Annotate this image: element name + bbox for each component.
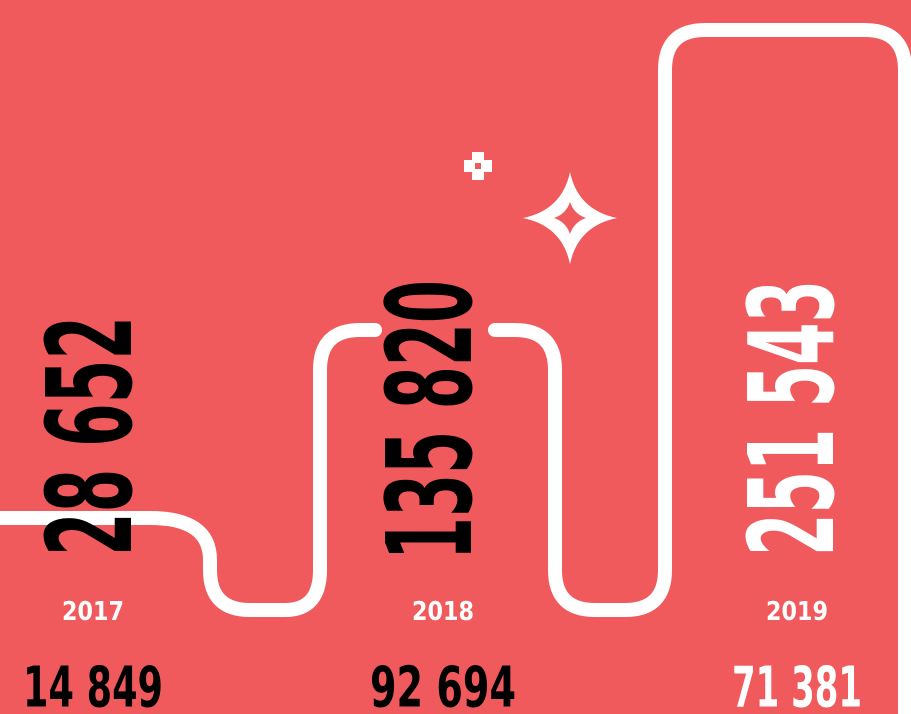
sparkle-small (464, 152, 492, 180)
year-label: 2018 (412, 597, 474, 627)
year-label: 2019 (766, 597, 828, 627)
year-label: 2017 (62, 597, 124, 627)
value-vertical: 135 820 (361, 280, 499, 560)
sparkle-star (523, 172, 617, 264)
value-vertical: 28 652 (21, 316, 159, 556)
sub-value: 14 849 (23, 656, 163, 714)
sub-value: 92 694 (370, 656, 516, 714)
sub-value: 71 381 (732, 656, 862, 714)
timeline-path (0, 23, 911, 714)
value-vertical: 251 543 (723, 280, 861, 556)
